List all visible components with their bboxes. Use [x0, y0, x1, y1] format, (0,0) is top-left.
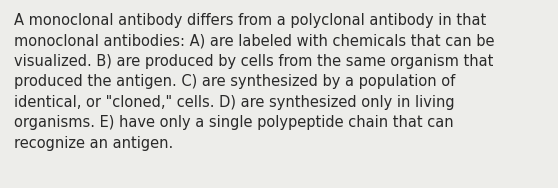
Text: A monoclonal antibody differs from a polyclonal antibody in that
monoclonal anti: A monoclonal antibody differs from a pol… — [14, 13, 494, 151]
